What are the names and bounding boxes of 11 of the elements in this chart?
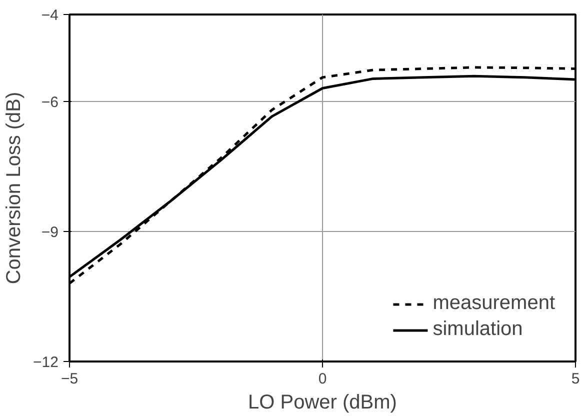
x-tick-label: 0	[318, 370, 327, 388]
y-tick-label: −6	[41, 94, 59, 111]
legend-label: simulation	[432, 318, 523, 341]
x-tick-label: 5	[571, 370, 580, 388]
legend-label: measurement	[432, 292, 555, 315]
y-tick-label: −12	[33, 354, 59, 371]
x-axis-title: LO Power (dBm)	[248, 392, 397, 414]
x-tick-label: −5	[60, 370, 78, 388]
y-axis-title: Conversion Loss (dB)	[3, 92, 26, 284]
y-tick-label: −4	[41, 7, 59, 24]
y-tick-label: −9	[41, 224, 59, 241]
